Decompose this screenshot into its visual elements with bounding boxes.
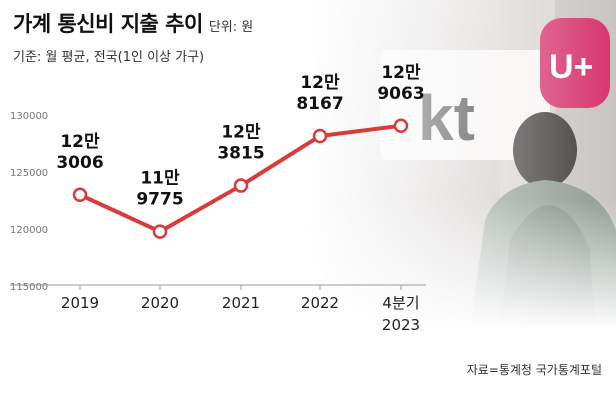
data-label: 12만 <box>381 63 421 83</box>
data-label: 12만 <box>60 132 100 152</box>
background-photo: kt U+ <box>300 0 616 330</box>
data-label: 3815 <box>217 144 264 164</box>
y-tick-label: 120000 <box>10 225 48 236</box>
y-tick-label: 130000 <box>10 111 48 122</box>
x-tick-label: 4분기 <box>382 294 419 312</box>
title-block: 가계 통신비 지출 추이 단위: 원 <box>13 8 253 38</box>
unit-label: 단위: 원 <box>208 20 254 35</box>
y-tick-label: 125000 <box>10 168 48 179</box>
data-label: 11만 <box>140 169 180 189</box>
data-label: 12만 <box>221 123 261 143</box>
x-tick-label: 2021 <box>222 294 260 312</box>
data-point <box>393 118 409 134</box>
chart-subtitle: 기준: 월 평균, 전국(1인 이상 가구) <box>13 50 205 65</box>
chart-title: 가계 통신비 지출 추이 <box>13 12 203 36</box>
source-note: 자료=통계청 국가통계포털 <box>466 363 602 377</box>
data-point <box>152 224 168 239</box>
data-point <box>72 187 88 203</box>
data-label: 3006 <box>56 153 103 173</box>
x-tick-label: 2020 <box>141 294 179 312</box>
data-label: 9775 <box>136 190 183 210</box>
x-tick-label: 2019 <box>61 294 99 312</box>
data-point <box>233 178 249 193</box>
data-label: 12만 <box>300 73 340 93</box>
data-label: 9063 <box>377 84 424 104</box>
y-tick-label: 115000 <box>10 282 48 293</box>
data-label: 8167 <box>296 94 343 114</box>
x-tick-label: 2022 <box>301 294 339 312</box>
x-tick-label: 2023 <box>382 316 420 334</box>
data-point <box>312 128 328 144</box>
